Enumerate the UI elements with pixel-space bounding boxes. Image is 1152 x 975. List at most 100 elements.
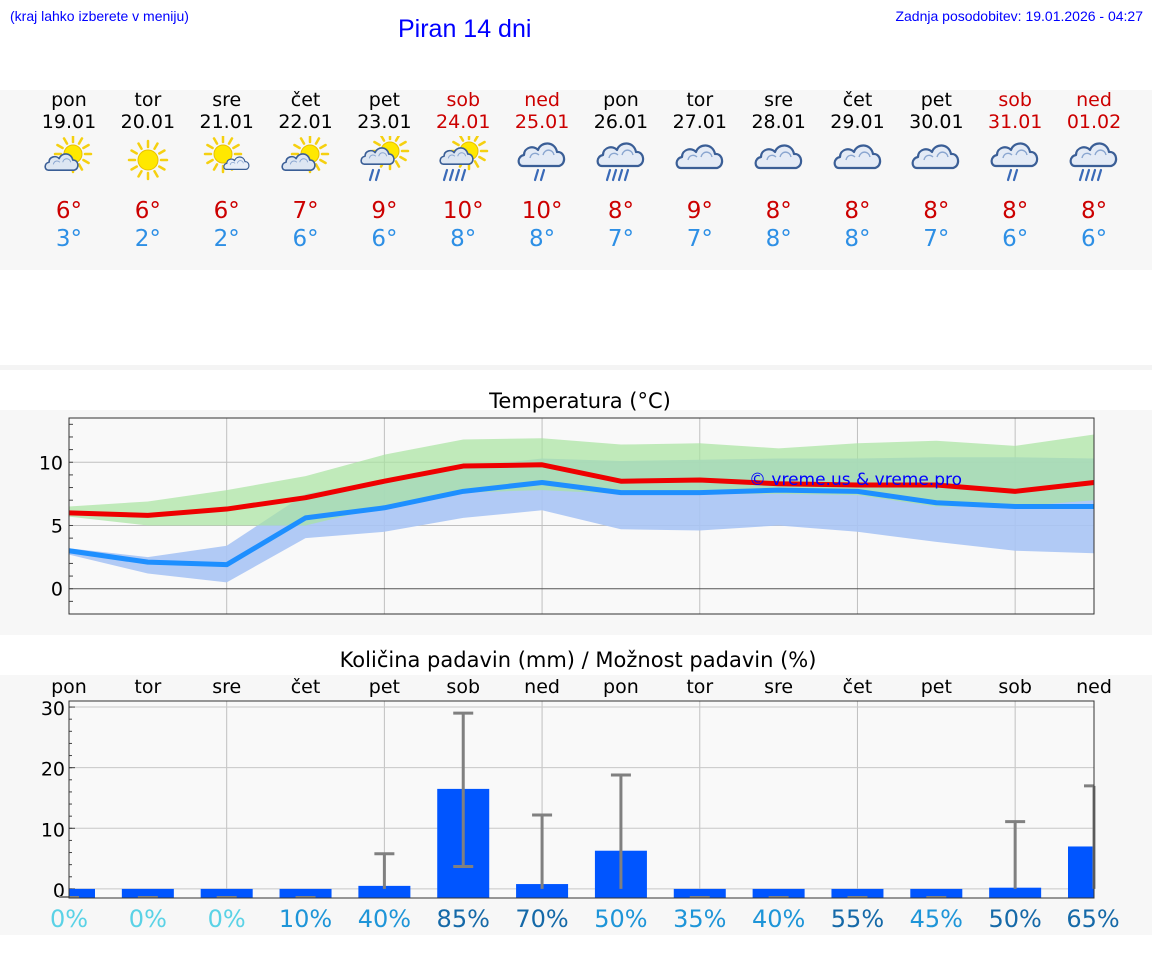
y-tick-label: 20 xyxy=(41,759,65,781)
min-temperature: 2° xyxy=(134,226,161,252)
heavy-rain-cloud-icon xyxy=(1069,142,1118,182)
precipitation-bar xyxy=(516,884,569,898)
precipitation-bar xyxy=(752,888,805,898)
day-date: 25.01 xyxy=(514,111,570,133)
day-date: 24.01 xyxy=(436,111,491,133)
day-date: 31.01 xyxy=(987,111,1043,133)
day-name: čet xyxy=(290,89,321,111)
day-name: čet xyxy=(842,89,873,111)
precipitation-probability-label: 50% xyxy=(594,905,647,933)
max-temperature: 9° xyxy=(686,198,713,224)
y-tick-label: 0 xyxy=(53,880,65,902)
watermark: © vreme.us & vreme.pro xyxy=(749,470,962,490)
x-category-label: ned xyxy=(1076,676,1112,698)
day-date: 23.01 xyxy=(357,111,412,133)
x-category-label: sre xyxy=(764,676,793,698)
x-category-label: ned xyxy=(524,676,560,698)
precipitation-probability-label: 50% xyxy=(988,905,1041,933)
x-category-label: pon xyxy=(51,676,87,698)
precipitation-probability-label: 0% xyxy=(208,905,246,933)
day-name: sre xyxy=(764,89,794,111)
precipitation-probability-label: 0% xyxy=(129,905,167,933)
x-category-label: čet xyxy=(843,676,873,698)
precipitation-bar xyxy=(673,888,726,898)
day-date: 20.01 xyxy=(120,111,176,133)
max-temperature: 6° xyxy=(213,198,240,224)
cloud-icon xyxy=(754,144,802,170)
day-name: pon xyxy=(603,89,639,111)
sun-rain-icon xyxy=(360,136,410,182)
day-date: 22.01 xyxy=(278,111,333,133)
divider xyxy=(0,365,1152,370)
min-temperature: 7° xyxy=(607,226,634,252)
x-category-label: pet xyxy=(921,676,952,698)
max-temperature: 8° xyxy=(1002,198,1029,224)
x-category-label: pet xyxy=(369,676,400,698)
day-date: 29.01 xyxy=(830,111,885,133)
precipitation-probability-label: 35% xyxy=(673,905,726,933)
day-name: pet xyxy=(368,89,400,111)
daily-forecast-panel: pon 19.01 6° 3° tor 20.01 6° 2° sre 21.01 6° 2° čet 2… xyxy=(0,90,1152,270)
precipitation-bar xyxy=(358,885,411,898)
precipitation-bar xyxy=(200,888,253,898)
precipitation-probability-label: 0% xyxy=(50,905,88,933)
max-temperature: 8° xyxy=(607,198,634,224)
plot-area xyxy=(69,701,1094,898)
max-temperature: 7° xyxy=(292,198,319,224)
x-category-label: sre xyxy=(212,676,241,698)
y-tick-label: 30 xyxy=(41,698,65,720)
sun-icon xyxy=(127,139,169,181)
day-name: ned xyxy=(1076,89,1112,111)
sun-small-cloud-icon xyxy=(203,136,250,174)
min-temperature: 7° xyxy=(923,226,950,252)
day-date: 28.01 xyxy=(751,111,806,133)
min-temperature: 8° xyxy=(450,226,477,252)
max-temperature: 8° xyxy=(844,198,871,224)
min-temperature: 6° xyxy=(371,226,398,252)
precipitation-probability-label: 40% xyxy=(358,905,411,933)
precipitation-bar xyxy=(831,888,884,898)
x-category-label: sob xyxy=(998,676,1032,698)
sun-cloud-icon xyxy=(44,136,93,174)
precipitation-probability-label: 40% xyxy=(752,905,805,933)
cloud-icon xyxy=(911,144,960,170)
precipitation-probability-label: 55% xyxy=(831,905,884,933)
min-temperature: 7° xyxy=(686,226,713,252)
sun-cloud-icon xyxy=(280,136,329,174)
precipitation-bar xyxy=(1068,846,1094,898)
plot-frame xyxy=(68,417,1095,615)
precipitation-probability-label: 10% xyxy=(279,905,332,933)
spacer xyxy=(0,270,1152,365)
precipitation-probability-label: 85% xyxy=(437,905,490,933)
cloud-icon xyxy=(675,144,723,170)
max-temperature: 10° xyxy=(521,198,563,224)
precipitation-bar xyxy=(279,888,332,898)
last-updated: Zadnja posodobitev: 19.01.2026 - 04:27 xyxy=(895,8,1143,24)
day-name: sob xyxy=(446,89,481,111)
max-temperature: 8° xyxy=(1080,198,1108,224)
page-title: Piran 14 dni xyxy=(398,15,532,43)
temperature-chart: Temperatura (°C) 0 5 10 © vreme.us & vreme.p… xyxy=(39,389,1095,615)
day-name: pet xyxy=(920,89,952,111)
max-temperature: 6° xyxy=(134,198,161,224)
max-temperature-range-band xyxy=(69,434,1094,526)
day-date: 01.02 xyxy=(1066,111,1122,133)
precipitation-probability-label: 70% xyxy=(515,905,568,933)
min-temperature: 3° xyxy=(55,226,83,252)
day-name: ned xyxy=(524,89,560,111)
min-temperature: 6° xyxy=(1002,226,1029,252)
day-name: tor xyxy=(686,89,714,111)
max-temperature: 8° xyxy=(765,198,792,224)
sun-heavy-rain-icon xyxy=(439,136,489,182)
min-temperature: 6° xyxy=(1080,226,1108,252)
min-temperature: 8° xyxy=(844,226,871,252)
min-temperature: 6° xyxy=(292,226,319,252)
min-temperature-line xyxy=(68,479,1094,568)
precipitation-bar xyxy=(910,888,963,898)
max-temperature: 8° xyxy=(923,198,950,224)
day-date: 30.01 xyxy=(909,111,964,133)
x-category-label: pon xyxy=(603,676,639,698)
y-tick-label: 10 xyxy=(39,452,63,474)
location-hint: (kraj lahko izberete v meniju) xyxy=(10,8,189,24)
rain-cloud-icon xyxy=(517,142,566,182)
